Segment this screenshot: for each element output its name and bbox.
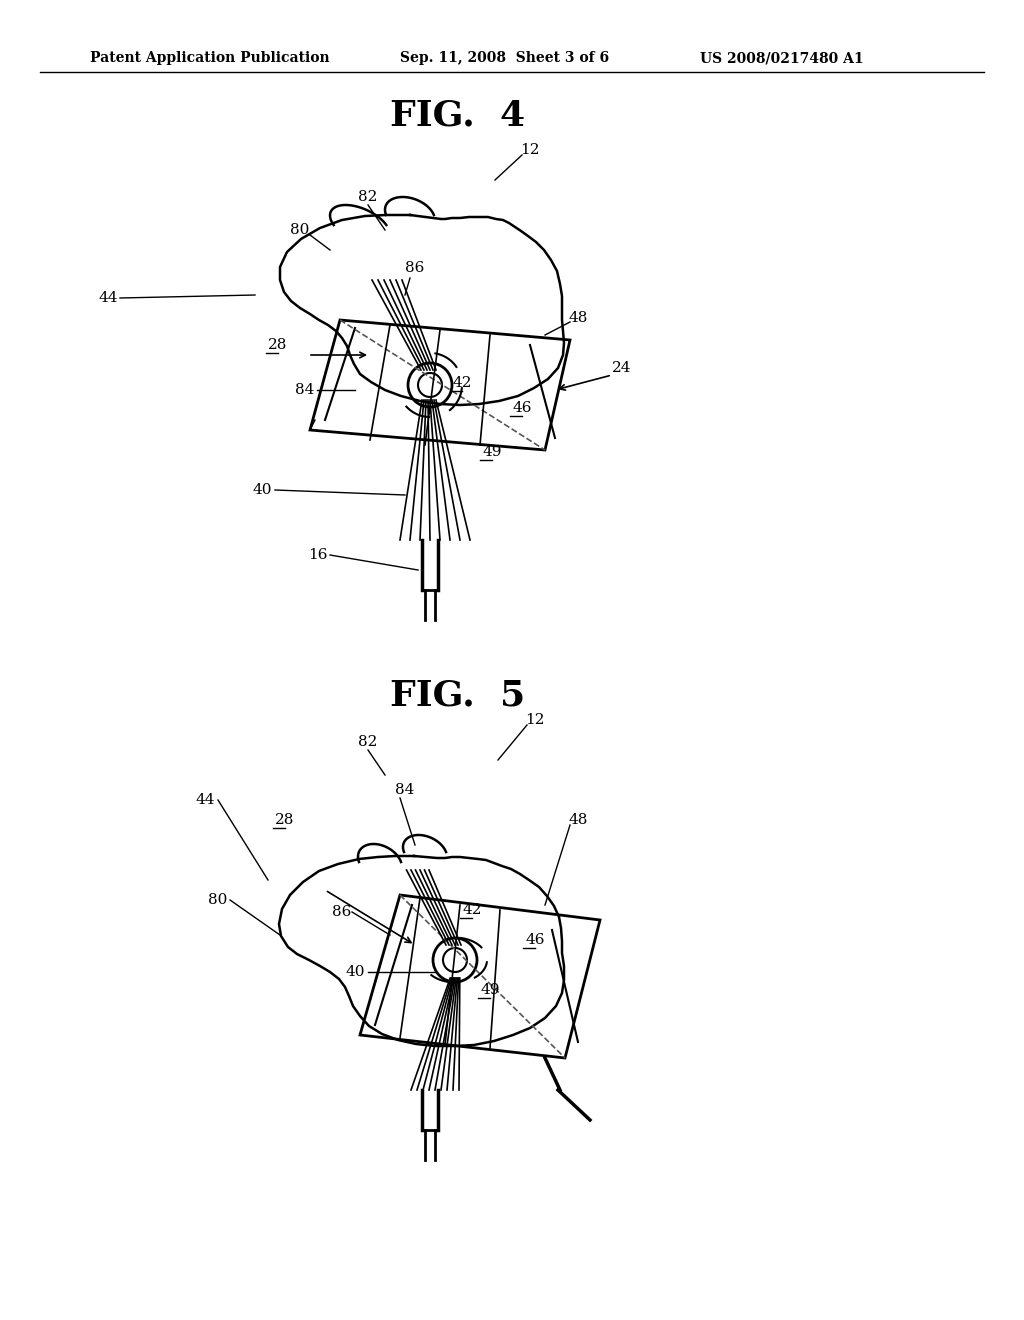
Text: 24: 24	[612, 360, 632, 375]
Text: US 2008/0217480 A1: US 2008/0217480 A1	[700, 51, 863, 65]
Text: Patent Application Publication: Patent Application Publication	[90, 51, 330, 65]
Text: 46: 46	[525, 933, 545, 946]
Text: 40: 40	[345, 965, 365, 979]
Text: 16: 16	[308, 548, 328, 562]
Text: 12: 12	[520, 143, 540, 157]
Text: 84: 84	[295, 383, 314, 397]
Text: 48: 48	[568, 813, 588, 828]
Text: 28: 28	[275, 813, 295, 828]
Text: 86: 86	[406, 261, 425, 275]
Text: 82: 82	[358, 190, 378, 205]
Text: Sep. 11, 2008  Sheet 3 of 6: Sep. 11, 2008 Sheet 3 of 6	[400, 51, 609, 65]
Text: 48: 48	[568, 312, 588, 325]
Text: 82: 82	[358, 735, 378, 748]
Text: 86: 86	[333, 906, 351, 919]
Text: 49: 49	[480, 983, 500, 997]
Text: 42: 42	[453, 376, 472, 389]
Text: 28: 28	[268, 338, 288, 352]
Text: 84: 84	[395, 783, 415, 797]
Text: 80: 80	[208, 894, 227, 907]
Text: 44: 44	[98, 290, 118, 305]
Text: 46: 46	[512, 401, 531, 414]
Text: 44: 44	[196, 793, 215, 807]
Text: FIG.  5: FIG. 5	[390, 678, 525, 711]
Text: 80: 80	[291, 223, 309, 238]
Text: FIG.  4: FIG. 4	[390, 98, 525, 132]
Text: 40: 40	[252, 483, 271, 498]
Text: 42: 42	[462, 903, 481, 917]
Text: 49: 49	[482, 445, 502, 459]
Text: 12: 12	[525, 713, 545, 727]
